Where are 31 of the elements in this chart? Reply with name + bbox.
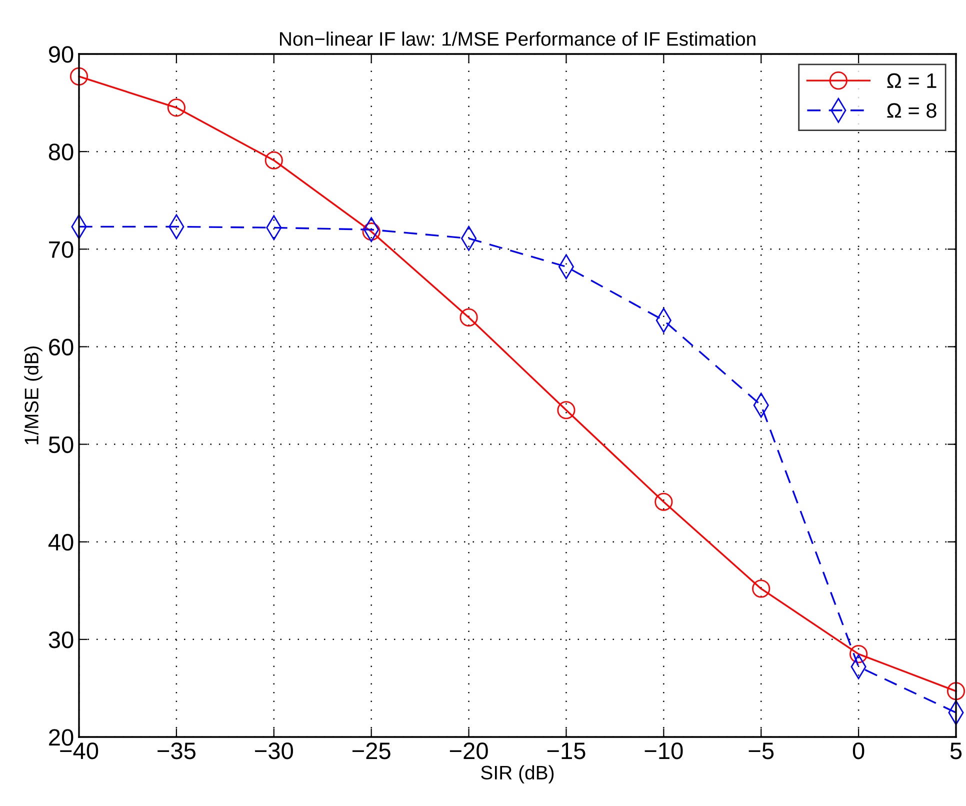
x-tick-label: −25 <box>352 742 390 760</box>
x-tick-label: −5 <box>748 742 774 760</box>
point <box>167 98 186 117</box>
y-tick-label: 80 <box>48 144 74 160</box>
x-tick-label: −20 <box>450 742 488 760</box>
y-tick-label: 30 <box>48 631 74 648</box>
y-tick-label: 60 <box>49 338 74 356</box>
point <box>70 67 88 86</box>
y-tick-label: 50 <box>48 436 74 454</box>
x-tick-label: −35 <box>158 742 196 760</box>
y-axis-title: 1/MSE (dB) <box>24 346 42 444</box>
y-tick-label: 70 <box>49 241 74 258</box>
point <box>557 401 576 420</box>
x-tick-label: 5 <box>950 742 962 760</box>
point <box>362 222 380 241</box>
y-tick-label: 40 <box>48 534 74 551</box>
x-axis-title: SIR (dB) <box>481 765 554 784</box>
x-tick-label: 0 <box>852 742 864 760</box>
point <box>752 580 770 598</box>
chart-title: Non−linear IF law: 1/MSE Performance of IF Estimation <box>280 32 756 46</box>
x-tick-label: −10 <box>644 742 683 760</box>
x-tick-label: −15 <box>547 742 586 760</box>
x-tick-label: −30 <box>255 742 293 760</box>
legend-label: Ω = 8 <box>887 103 936 118</box>
point <box>850 645 868 664</box>
point <box>264 151 283 170</box>
y-tick-label: 90 <box>48 46 74 63</box>
point <box>460 308 478 326</box>
legend-label: Ω = 1 <box>887 73 936 88</box>
point <box>946 682 966 700</box>
point <box>654 492 673 511</box>
